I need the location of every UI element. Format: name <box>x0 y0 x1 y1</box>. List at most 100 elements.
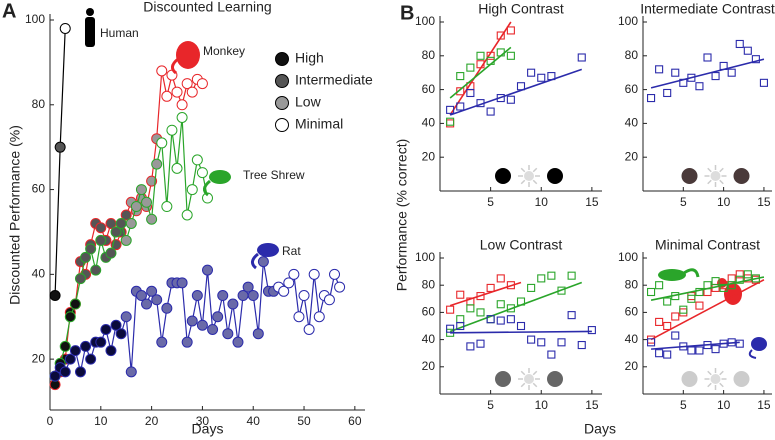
point <box>486 107 495 116</box>
point <box>727 281 736 290</box>
animal-icon <box>176 41 200 69</box>
x-tick-label: 10 <box>717 398 731 412</box>
animal-tail <box>203 179 211 197</box>
rat-tail <box>748 349 757 359</box>
point <box>695 287 704 297</box>
point <box>446 117 455 126</box>
point <box>496 300 505 309</box>
point <box>446 305 455 314</box>
point <box>90 264 102 276</box>
point <box>567 271 576 280</box>
point <box>671 312 680 321</box>
point <box>577 53 586 62</box>
point <box>496 31 505 40</box>
stimulus-ray <box>719 179 724 185</box>
point <box>506 26 515 35</box>
point <box>735 270 744 279</box>
point <box>227 298 239 310</box>
stimulus-ray <box>532 179 538 185</box>
y-tick-label: 60 <box>32 182 46 196</box>
x-axis-label: Days <box>192 421 224 437</box>
point <box>303 323 315 335</box>
point <box>679 305 688 314</box>
point <box>496 316 505 325</box>
point <box>695 346 704 355</box>
stimulus-center <box>524 171 534 181</box>
point <box>59 366 71 378</box>
point <box>85 353 97 365</box>
x-tick-label: 10 <box>717 195 731 209</box>
point <box>506 51 515 60</box>
stimulus-ray <box>707 382 712 388</box>
stimulus-ray <box>520 167 526 173</box>
point <box>647 94 656 103</box>
point <box>252 328 264 340</box>
point <box>486 315 495 324</box>
point <box>557 338 566 347</box>
x-axis-label: Days <box>584 421 616 437</box>
point <box>135 184 147 196</box>
point <box>577 340 586 350</box>
y-tick-label: 100 <box>618 14 638 28</box>
point <box>329 268 341 280</box>
point <box>687 346 696 355</box>
point <box>141 196 153 208</box>
point <box>176 277 188 289</box>
legend-marker <box>275 52 289 66</box>
legend-marker <box>275 74 289 88</box>
point <box>663 88 672 98</box>
x-tick-label: 5 <box>680 398 687 412</box>
point <box>161 201 173 213</box>
fit-line <box>450 330 592 334</box>
fit-line <box>650 276 765 301</box>
point <box>743 274 752 283</box>
point <box>506 95 515 104</box>
point <box>130 201 142 213</box>
series-label: Rat <box>282 244 301 258</box>
point <box>212 311 224 323</box>
point <box>196 167 208 179</box>
point <box>727 274 736 283</box>
y-tick-label: 80 <box>625 277 639 291</box>
y-tick-label: 80 <box>422 48 436 62</box>
point <box>719 283 728 292</box>
point <box>735 339 744 348</box>
y-tick-label: 40 <box>422 332 436 346</box>
chart-title: Intermediate Contrast <box>640 1 775 17</box>
y-tick-label: 100 <box>25 12 45 26</box>
point <box>537 73 546 82</box>
point <box>247 290 259 302</box>
y-tick-label: 20 <box>625 359 639 373</box>
point <box>156 137 168 149</box>
point <box>655 349 664 358</box>
stimulus <box>681 168 698 184</box>
panel: 20 40 60 80 100 5 10 15 Minimal Contrast <box>618 237 772 412</box>
point <box>135 290 147 302</box>
stimulus-ray <box>719 167 724 173</box>
human-icon <box>85 17 95 47</box>
legend-marker <box>275 118 289 132</box>
animal-icon <box>209 170 231 184</box>
tree-shrew-icon <box>658 269 686 281</box>
point <box>146 213 158 225</box>
point <box>161 90 173 102</box>
point <box>151 158 163 170</box>
fit-line <box>449 46 512 99</box>
x-tick-label: 15 <box>585 398 599 412</box>
stimulus <box>495 371 511 387</box>
point <box>655 317 664 326</box>
y-tick-label: 80 <box>625 48 639 62</box>
stimulus-ray <box>532 370 538 376</box>
point <box>146 285 158 297</box>
point <box>242 281 254 293</box>
point <box>100 323 112 335</box>
point <box>80 251 92 263</box>
point <box>711 345 720 354</box>
chart-title: High Contrast <box>478 1 564 17</box>
point <box>466 88 475 98</box>
point <box>80 340 92 352</box>
y-tick-label: 40 <box>625 332 639 346</box>
point <box>120 234 132 246</box>
y-tick-label: 40 <box>625 116 639 130</box>
panel: 20 40 60 80 100 5 10 15 High Contrast B <box>400 1 602 209</box>
